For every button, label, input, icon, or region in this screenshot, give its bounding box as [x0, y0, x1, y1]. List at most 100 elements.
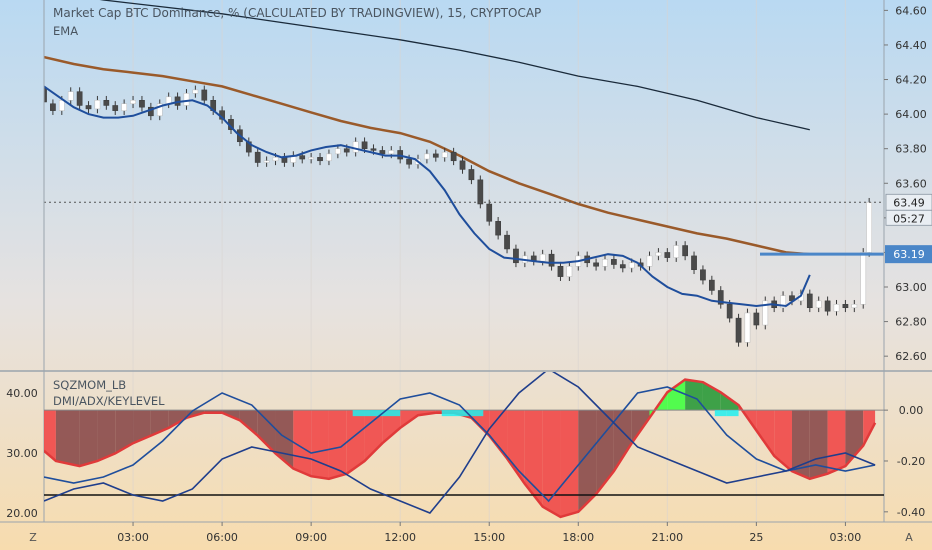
- candle-body: [602, 259, 608, 267]
- candle-body: [326, 153, 332, 162]
- momentum-axis[interactable]: 0.00 -0.20 -0.40: [884, 404, 925, 519]
- candle-body: [513, 248, 519, 264]
- momentum-segment: [827, 410, 846, 474]
- ema-slow-line: [99, 0, 810, 131]
- ema-fast-line-group: [44, 85, 811, 308]
- candle-body: [192, 89, 199, 94]
- candle-body: [539, 253, 546, 262]
- symbol-title[interactable]: Market Cap BTC Dominance, % (CALCULATED …: [53, 6, 541, 20]
- momentum-segment: [596, 410, 614, 495]
- momentum-segment: [560, 410, 579, 517]
- candle-body: [691, 255, 697, 270]
- candle-body: [548, 253, 555, 267]
- dmi-lines-group: [44, 372, 884, 514]
- candle-body: [646, 255, 653, 267]
- dmi-tick-label: 30.00: [6, 447, 38, 460]
- candle-body: [842, 304, 849, 309]
- countdown-badge: 05:27: [885, 209, 932, 226]
- candle-body: [655, 252, 662, 257]
- squeeze-marker: [726, 410, 739, 417]
- candle-body: [130, 100, 136, 104]
- momentum-segment: [133, 410, 151, 444]
- countdown-label: 05:27: [893, 212, 925, 225]
- candle-body: [486, 203, 493, 222]
- ema-legend[interactable]: EMA: [53, 24, 78, 38]
- candle-body: [50, 103, 56, 111]
- candle-body: [673, 245, 680, 258]
- candle-body: [619, 264, 626, 269]
- candle-body: [370, 148, 377, 151]
- dmi-axis[interactable]: 40.00 30.00 20.00: [6, 387, 38, 520]
- momentum-segment: [328, 410, 347, 479]
- candle-body: [824, 300, 831, 312]
- momentum-tick-label: 0.00: [899, 404, 924, 417]
- candle-body: [866, 202, 873, 253]
- ema-slow-line-group: [99, 0, 810, 131]
- time-axis[interactable]: 03:00 06:00 09:00 12:00 15:00 18:00 21:00 25 03:…: [117, 522, 861, 544]
- candle-body: [156, 103, 163, 117]
- momentum-segment: [115, 410, 134, 454]
- timezone-button[interactable]: Z: [29, 531, 37, 544]
- dmi-tick-label: 20.00: [6, 507, 38, 520]
- candle-body: [263, 160, 270, 163]
- current-price-label: 63.49: [893, 196, 925, 209]
- price-tick-label: 63.80: [895, 143, 927, 156]
- price-tick-label: 64.20: [895, 74, 927, 87]
- momentum-segment: [471, 410, 490, 436]
- momentum-segment: [845, 410, 864, 467]
- momentum-segment: [756, 410, 775, 456]
- ema-value-badge: 63.19: [885, 245, 932, 264]
- candle-body: [272, 157, 279, 162]
- candle-body: [343, 148, 350, 153]
- candle-body: [860, 252, 867, 305]
- price-tick-label: 62.80: [895, 316, 927, 329]
- time-tick-label: 03:00: [830, 531, 862, 544]
- candle-body: [67, 91, 74, 101]
- candle-body: [851, 304, 858, 309]
- candle-body: [121, 103, 127, 111]
- candle-body: [815, 300, 822, 309]
- momentum-segment: [774, 410, 792, 472]
- candle-body: [477, 179, 484, 205]
- squeeze-marker: [352, 410, 401, 417]
- momentum-segment: [364, 410, 383, 461]
- momentum-segment: [44, 410, 56, 461]
- sqzmom-legend[interactable]: SQZMOM_LB: [53, 378, 126, 392]
- squeeze-marker: [441, 410, 484, 417]
- auto-scale-button[interactable]: A: [905, 531, 913, 544]
- candle-body: [441, 151, 448, 158]
- candle-body: [379, 150, 386, 155]
- price-pane[interactable]: [41, 0, 873, 347]
- candle-body: [628, 262, 635, 269]
- dmi-legend[interactable]: DMI/ADX/KEYLEVEL: [53, 394, 165, 408]
- candle-body: [735, 317, 742, 343]
- time-tick-label: 18:00: [562, 531, 594, 544]
- candle-body: [566, 266, 573, 277]
- indicator-pane[interactable]: [44, 369, 884, 519]
- candle-body: [388, 150, 395, 155]
- momentum-segment: [685, 379, 703, 411]
- candle-body: [361, 141, 368, 149]
- candle-body: [664, 252, 671, 258]
- candle-body: [183, 93, 190, 106]
- candle-body: [335, 148, 341, 155]
- momentum-segment: [542, 410, 561, 517]
- candle-body: [700, 269, 706, 281]
- momentum-segment: [667, 379, 686, 411]
- price-tick-label: 64.60: [895, 4, 927, 17]
- price-tick-label: 63.60: [895, 177, 927, 190]
- candle-body: [611, 259, 617, 265]
- candle-body: [450, 151, 457, 162]
- candle-body: [424, 153, 430, 160]
- candle-body: [833, 304, 840, 312]
- candle-body: [254, 151, 261, 163]
- momentum-tick-label: -0.40: [897, 506, 925, 519]
- candle-body: [780, 295, 786, 309]
- candle-body: [806, 293, 813, 309]
- candle-body: [593, 262, 599, 267]
- momentum-segment: [578, 410, 597, 512]
- current-price-badge: 63.49: [885, 193, 932, 211]
- momentum-segment: [311, 410, 329, 479]
- dmi-tick-label: 40.00: [6, 387, 38, 400]
